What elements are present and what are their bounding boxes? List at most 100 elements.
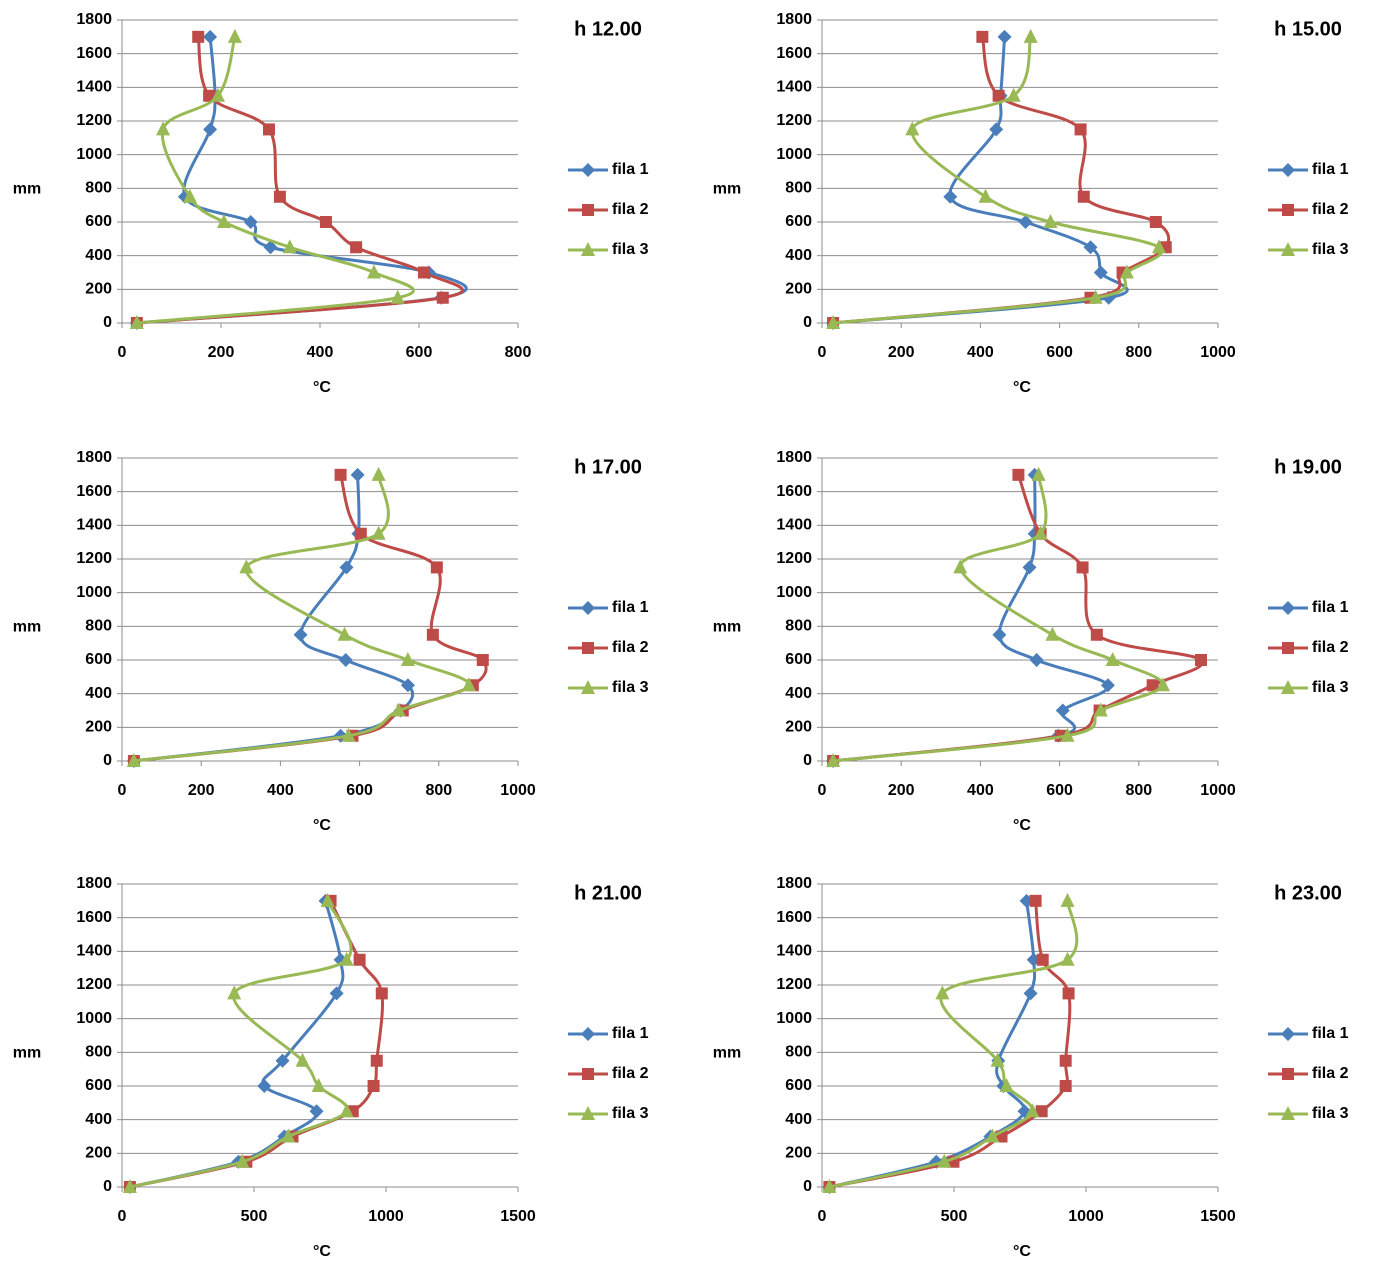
marker <box>1060 892 1075 907</box>
legend-marker <box>582 642 594 654</box>
legend-label: fila 3 <box>612 1105 649 1122</box>
y-tick-label: 1800 <box>776 449 812 466</box>
marker <box>203 89 216 102</box>
marker <box>999 1078 1014 1092</box>
series-line <box>829 900 1037 1189</box>
marker <box>375 987 388 1000</box>
y-tick-label: 400 <box>85 1111 112 1128</box>
y-tick-label: 600 <box>785 1077 812 1094</box>
marker <box>1006 87 1021 102</box>
marker <box>182 188 197 203</box>
legend-label: fila 2 <box>1312 201 1349 218</box>
marker <box>417 266 430 279</box>
marker <box>1074 123 1087 136</box>
marker <box>1119 264 1134 279</box>
legend-marker <box>1281 680 1295 694</box>
x-axis-label: °C <box>313 379 331 396</box>
x-tick-label: 0 <box>118 1208 127 1225</box>
y-tick-label: 1800 <box>76 449 112 466</box>
legend-marker <box>1282 642 1294 654</box>
marker <box>997 29 1012 44</box>
marker <box>1060 951 1075 966</box>
marker <box>1059 1054 1072 1067</box>
legend-marker <box>581 163 595 177</box>
marker <box>1076 561 1089 574</box>
x-tick-label: 1000 <box>500 782 536 799</box>
y-tick-label: 400 <box>85 685 112 702</box>
marker <box>826 753 841 767</box>
legend-marker <box>1282 204 1294 216</box>
y-tick-label: 0 <box>803 314 812 331</box>
marker <box>275 1053 290 1068</box>
marker <box>822 1179 837 1193</box>
y-tick-label: 800 <box>85 618 112 635</box>
y-tick-label: 1200 <box>76 550 112 567</box>
marker <box>350 467 365 482</box>
y-tick-label: 1400 <box>776 943 812 960</box>
marker <box>400 678 415 693</box>
chart-title: h 15.00 <box>1274 18 1342 40</box>
y-tick-label: 0 <box>103 314 112 331</box>
marker <box>1033 525 1048 540</box>
marker <box>1023 28 1038 43</box>
y-tick-label: 1000 <box>76 146 112 163</box>
y-tick-label: 400 <box>785 1111 812 1128</box>
marker <box>338 653 353 667</box>
marker <box>1031 466 1046 481</box>
marker <box>935 985 950 1000</box>
legend-label: fila 1 <box>612 1025 649 1042</box>
x-tick-label: 800 <box>425 782 452 799</box>
marker <box>1155 677 1170 692</box>
x-tick-label: 500 <box>241 1208 268 1225</box>
marker <box>1029 894 1042 907</box>
y-tick-label: 1600 <box>76 45 112 62</box>
marker <box>390 289 405 304</box>
y-tick-label: 1600 <box>76 483 112 500</box>
y-tick-label: 200 <box>785 281 812 298</box>
marker <box>337 626 352 641</box>
x-tick-label: 0 <box>818 344 827 361</box>
marker <box>1151 239 1166 254</box>
chart: 0 200 400 600 800 1000 1200 1400 1600 1800 0 200 400… <box>13 11 649 396</box>
series-line <box>832 474 1204 763</box>
marker <box>1093 702 1108 717</box>
marker <box>905 121 920 136</box>
y-tick-label: 400 <box>85 247 112 264</box>
legend-label: fila 1 <box>612 599 649 616</box>
marker <box>263 123 276 136</box>
marker <box>1105 652 1120 666</box>
marker <box>339 1103 354 1118</box>
y-axis-label: mm <box>13 619 41 636</box>
marker <box>281 1128 296 1143</box>
y-tick-label: 1400 <box>76 943 112 960</box>
marker <box>371 525 386 540</box>
marker <box>211 87 226 102</box>
legend-marker <box>1281 242 1295 256</box>
marker <box>257 1079 272 1093</box>
marker <box>329 986 344 1001</box>
marker <box>203 122 218 137</box>
marker <box>367 1080 380 1092</box>
y-tick-label: 1000 <box>76 584 112 601</box>
chart-title: h 23.00 <box>1274 882 1342 904</box>
legend-label: fila 3 <box>612 241 649 258</box>
y-tick-label: 800 <box>785 180 812 197</box>
marker <box>943 189 958 204</box>
marker <box>320 892 335 907</box>
marker <box>1055 703 1070 718</box>
marker <box>1036 953 1049 966</box>
marker <box>1012 468 1025 481</box>
legend-marker <box>581 242 595 256</box>
x-tick-label: 600 <box>1046 344 1073 361</box>
marker <box>426 628 439 641</box>
marker <box>1093 265 1108 280</box>
marker <box>1035 1105 1048 1118</box>
marker <box>354 527 367 540</box>
legend-label: fila 3 <box>1312 241 1349 258</box>
y-tick-label: 1800 <box>776 875 812 892</box>
marker <box>227 28 242 43</box>
legend-label: fila 3 <box>612 679 649 696</box>
x-tick-label: 400 <box>967 782 994 799</box>
y-tick-label: 1000 <box>76 1010 112 1027</box>
